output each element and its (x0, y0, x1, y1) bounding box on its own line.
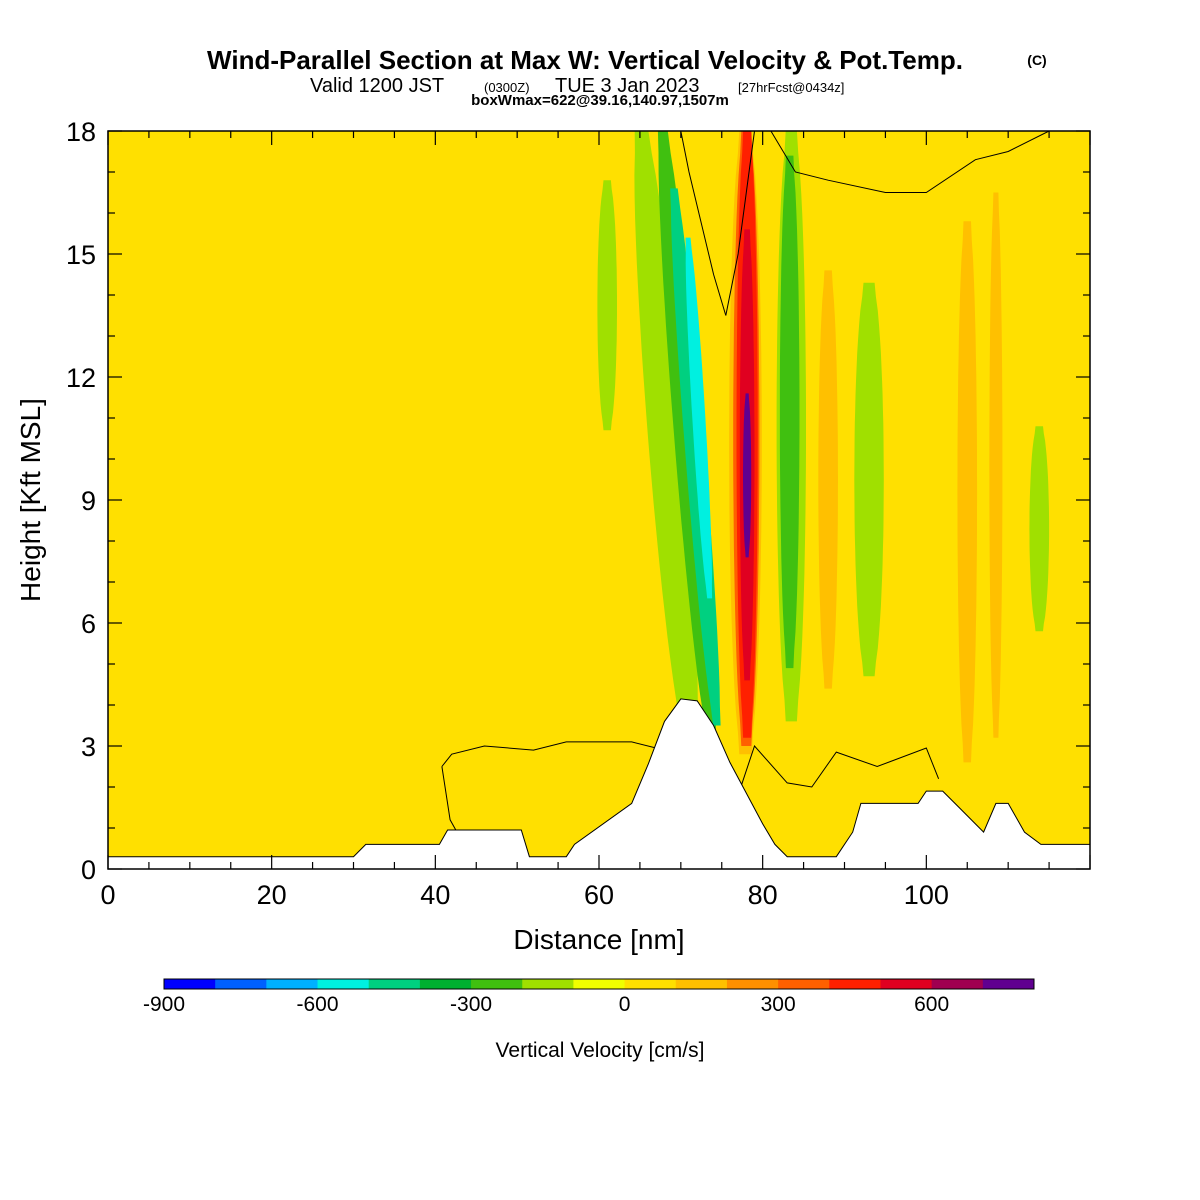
colorbar-tick-label: -900 (143, 993, 185, 1016)
theta-contour-1 (725, 131, 755, 316)
axis-tick-labels: 0 20 40 60 80 100 0 3 6 9 12 15 18 (66, 117, 949, 910)
colorbar-swatch (164, 979, 216, 989)
colorbar-swatch (573, 979, 626, 989)
y-axis-label: Height [Kft MSL] (15, 398, 46, 602)
y-tick-label: 15 (66, 240, 96, 270)
copyright-mark: (C) (1027, 52, 1046, 68)
colorbar-label: Vertical Velocity [cm/s] (496, 1039, 705, 1062)
colorbar-swatch (675, 979, 728, 989)
chart-title: Wind-Parallel Section at Max W: Vertical… (207, 45, 963, 75)
box-info: boxWmax=622@39.16,140.97,1507m (471, 92, 729, 109)
colorbar-swatch (982, 979, 1035, 989)
x-tick-label: 80 (748, 880, 778, 910)
colorbar-swatch (471, 979, 523, 989)
velocity-band-16 (989, 192, 1003, 738)
forecast-info: [27hrFcst@0434z] (738, 80, 844, 95)
y-tick-label: 9 (81, 486, 96, 516)
colorbar-swatch (215, 979, 267, 989)
velocity-field (597, 131, 1050, 763)
theta-contour-2 (770, 131, 1050, 193)
valid-utc: (0300Z) (484, 80, 530, 95)
theta-contour-0 (680, 131, 727, 316)
colorbar-swatch (829, 979, 881, 989)
y-tick-label: 6 (81, 609, 96, 639)
colorbar-swatch (726, 979, 779, 989)
velocity-band-8 (743, 393, 752, 558)
x-tick-label: 0 (100, 880, 115, 910)
velocity-band-13 (1029, 426, 1050, 632)
colorbar-swatch (624, 979, 677, 989)
y-tick-label: 12 (66, 363, 96, 393)
colorbar-swatch (522, 979, 574, 989)
velocity-band-3 (685, 237, 713, 599)
colorbar-tick-label: 300 (761, 993, 796, 1016)
colorbar-tick-label: 0 (619, 993, 631, 1016)
valid-prefix: Valid 1200 JST (310, 75, 444, 97)
x-tick-label: 40 (420, 880, 450, 910)
terrain (108, 698, 1090, 869)
colorbar: -900 -600 -300 0 300 600 (143, 978, 1035, 1016)
x-tick-label: 60 (584, 880, 614, 910)
colorbar-tick-label: -600 (297, 993, 339, 1016)
y-tick-label: 3 (81, 732, 96, 762)
x-axis-label: Distance [nm] (513, 924, 684, 955)
theta-contours (441, 131, 1050, 831)
velocity-band-14 (818, 270, 838, 689)
x-tick-label: 20 (257, 880, 287, 910)
x-tick-label: 100 (904, 880, 949, 910)
colorbar-tick-label: 600 (914, 993, 949, 1016)
theta-contour-3 (441, 741, 665, 767)
colorbar-swatch (368, 979, 421, 989)
colorbar-swatch (266, 979, 319, 989)
colorbar-swatch (778, 979, 830, 989)
colorbar-tick-label: -300 (450, 993, 492, 1016)
velocity-band-11 (597, 180, 617, 431)
theta-contour-5 (737, 745, 940, 796)
colorbar-swatch (880, 979, 933, 989)
colorbar-swatch (419, 979, 472, 989)
valid-date: TUE 3 Jan 2023 (555, 75, 700, 97)
axis-ticks (107, 130, 1091, 870)
colorbar-swatch (317, 979, 370, 989)
velocity-band-0 (634, 131, 698, 746)
velocity-band-15 (957, 221, 978, 763)
colorbar-frame (163, 978, 1035, 990)
velocity-band-12 (854, 282, 884, 677)
y-tick-label: 18 (66, 117, 96, 147)
velocity-band-10 (779, 155, 800, 669)
y-tick-label: 0 (81, 855, 96, 885)
colorbar-swatch (931, 979, 984, 989)
theta-contour-4 (441, 766, 457, 831)
